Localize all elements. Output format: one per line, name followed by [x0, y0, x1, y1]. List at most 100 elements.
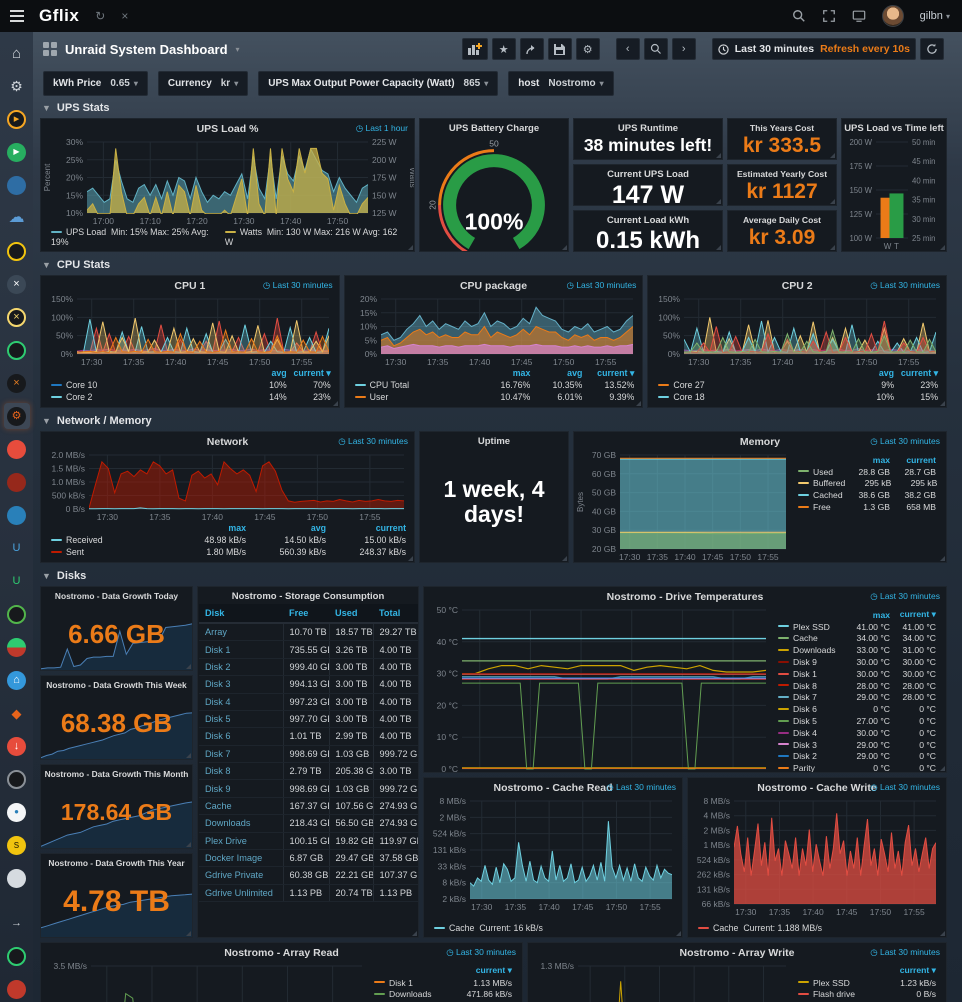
media-app-icon[interactable] — [4, 172, 30, 198]
green-u-app-icon[interactable]: U — [12, 574, 21, 587]
panel-title[interactable]: Nostromo - Storage Consumption — [231, 591, 385, 602]
panel-title[interactable]: Nostromo - Data Growth This Year — [48, 858, 185, 868]
panel-title[interactable]: Nostromo - Data Growth Today — [54, 591, 179, 601]
cpu-package-chart[interactable]: 0% 5% 10% 15% 20% 17:30 17:35 17:40 17:45 17:50 17… — [345, 294, 643, 367]
time-range-picker[interactable]: Last 30 minutes Refresh every 10s — [711, 38, 916, 60]
download-app-icon[interactable]: ↓ — [4, 733, 30, 759]
column-header[interactable]: Free — [283, 604, 329, 624]
fullscreen-icon[interactable] — [822, 9, 836, 23]
github-icon[interactable] — [4, 943, 30, 969]
panel-title[interactable]: Average Daily Cost — [742, 215, 821, 225]
close-icon[interactable]: × — [121, 9, 129, 23]
jackett-app-icon[interactable] — [4, 865, 30, 891]
drop-app-icon[interactable]: ● — [4, 799, 30, 825]
legend-item[interactable]: Core 2 14% 23% — [51, 391, 331, 403]
share-button[interactable] — [519, 38, 544, 60]
variable-kwh-price[interactable]: kWh Price 0.65 ▾ — [43, 71, 148, 96]
lazy-app-icon[interactable] — [4, 766, 30, 792]
emby-app-icon[interactable] — [4, 601, 30, 627]
shield-app-icon[interactable] — [4, 436, 30, 462]
avatar[interactable] — [881, 5, 904, 27]
array-write-chart[interactable]: 1.0 MB/s1.3 MB/s17:3017:3517:4017:4517:5… — [528, 961, 796, 1002]
save-button[interactable] — [547, 38, 572, 60]
variable-ups-max-output-power-capacity-watt-[interactable]: UPS Max Output Power Capacity (Watt) 865… — [258, 71, 499, 96]
section-cpu-stats[interactable]: ▼ CPU Stats — [42, 258, 111, 271]
variable-value[interactable]: 0.65 ▾ — [110, 78, 138, 89]
section-network-memory[interactable]: ▼ Network / Memory — [42, 414, 152, 427]
variable-host[interactable]: host Nostromo ▾ — [508, 71, 614, 96]
panel-title[interactable]: Nostromo - Array Write — [679, 947, 795, 959]
pihole-app-icon[interactable] — [4, 469, 30, 495]
legend-item[interactable]: Cache 34.00 °C 34.00 °C — [778, 633, 936, 645]
time-back-button[interactable]: ‹ — [615, 38, 640, 60]
heimdall-app-icon[interactable]: ⌂ — [4, 667, 30, 693]
legend-item[interactable]: Disk 4 30.00 °C 0 °C — [778, 727, 936, 739]
legend-item[interactable]: Free 1.3 GB 658 MB — [798, 501, 936, 513]
legend-item[interactable]: Cached 38.6 GB 38.2 GB — [798, 489, 936, 501]
eye-app-icon[interactable] — [4, 502, 30, 528]
home-icon[interactable]: ⌂ — [11, 44, 22, 62]
legend-item[interactable]: User 10.47% 6.01% 9.39% — [354, 391, 634, 403]
panel-title[interactable]: Memory — [739, 436, 781, 448]
legend-item[interactable]: Plex SSD 1.23 kB/s — [798, 977, 936, 989]
play-app-icon[interactable]: ▶ — [4, 139, 30, 165]
panel-title[interactable]: Network — [206, 436, 249, 448]
panel-title[interactable]: UPS Load % — [196, 123, 259, 135]
dashboard-picker[interactable]: Unraid System Dashboard ▾ — [43, 42, 240, 57]
section-disks[interactable]: ▼ Disks — [42, 569, 87, 582]
panel-title[interactable]: UPS Battery Charge — [448, 123, 540, 134]
cache-write-chart[interactable]: 66 kB/s 131 kB/s 262 kB/s 524 kB/s 1 MB/s 2 M… — [688, 796, 946, 922]
search-app-icon[interactable] — [4, 238, 30, 264]
krusader-app-icon[interactable]: × — [4, 370, 30, 396]
panel-title[interactable]: CPU package — [459, 280, 528, 292]
legend-item[interactable]: Disk 3 29.00 °C 0 °C — [778, 739, 936, 751]
ubiquiti-app-icon[interactable]: U — [12, 541, 21, 554]
panel-title[interactable]: Estimated Yearly Cost — [736, 169, 828, 179]
x-yellow-app-icon[interactable]: × — [4, 304, 30, 330]
variable-value[interactable]: kr ▾ — [220, 78, 239, 89]
menu-icon[interactable] — [0, 10, 33, 22]
sab-app-icon[interactable]: s — [4, 832, 30, 858]
cache-read-chart[interactable]: 2 kB/s 8 kB/s 33 kB/s 131 kB/s 524 kB/s 2 MB/… — [424, 796, 682, 922]
legend-item[interactable]: UPS Load Min: 15% Max: 25% Avg: 19% — [51, 227, 209, 247]
settings-button[interactable]: ⚙ — [575, 38, 600, 60]
panel-title[interactable]: Nostromo - Array Read — [224, 947, 339, 959]
legend-item[interactable]: Disk 7 29.00 °C 28.00 °C — [778, 692, 936, 704]
legend-item[interactable]: Disk 2 29.00 °C 0 °C — [778, 751, 936, 763]
legend-item[interactable]: Buffered 295 kB 295 kB — [798, 478, 937, 490]
panel-title[interactable]: Nostromo - Data Growth This Week — [46, 680, 187, 690]
x-white-app-icon[interactable]: × — [4, 271, 30, 297]
panel-title[interactable]: Nostromo - Data Growth This Month — [44, 769, 189, 779]
settings-icon[interactable]: ⚙ — [10, 78, 23, 94]
time-forward-button[interactable]: › — [671, 38, 696, 60]
star-button[interactable]: ★ — [491, 38, 516, 60]
drive-temps-chart[interactable]: 0 °C 10 °C 20 °C 30 °C 40 °C 50 °C 17:30 17:35 1… — [424, 605, 776, 772]
chevron-app-icon[interactable]: ▸ — [4, 106, 30, 132]
legend-item[interactable]: Downloads 33.00 °C 31.00 °C — [778, 644, 936, 656]
legend-item[interactable]: Cache Current: 16 kB/s — [434, 923, 543, 933]
variable-currency[interactable]: Currency kr ▾ — [157, 71, 249, 96]
legend-item[interactable]: Plex SSD 41.00 °C 41.00 °C — [778, 621, 936, 633]
legend-item[interactable]: CPU Total 16.76% 10.35% 13.52% — [354, 379, 634, 391]
ring-green-app-icon[interactable] — [4, 337, 30, 363]
help-icon[interactable] — [4, 976, 30, 1002]
legend-item[interactable]: Downloads 471.86 kB/s — [374, 989, 512, 1001]
legend-item[interactable]: Disk 5 27.00 °C 0 °C — [778, 715, 936, 727]
network-chart[interactable]: 0 B/s 500 kB/s 1.0 MB/s 1.5 MB/s 2.0 MB/s 17:… — [41, 450, 414, 522]
column-header[interactable]: Total — [373, 604, 418, 624]
column-header[interactable]: Used — [329, 604, 373, 624]
panel-title[interactable]: Nostromo - Drive Temperatures — [606, 591, 764, 603]
legend-item[interactable]: Core 27 9% 23% — [658, 379, 938, 391]
user-menu[interactable]: gilbn ▾ — [919, 10, 950, 22]
cpu1-chart[interactable]: 0% 50% 100% 150% 17:30 17:35 17:40 17:45 17:50 17… — [41, 294, 339, 367]
panel-title[interactable]: Current Load kWh — [606, 215, 690, 226]
section-ups-stats[interactable]: ▼ UPS Stats — [42, 101, 110, 114]
variable-value[interactable]: 865 ▾ — [463, 78, 489, 89]
legend-item[interactable]: Sent 1.80 MB/s 560.39 kB/s 248.37 kB/s — [51, 546, 406, 558]
panel-title[interactable]: Nostromo - Cache Write — [757, 782, 877, 794]
panel-title[interactable]: Nostromo - Cache Read — [493, 782, 613, 794]
search-icon[interactable] — [792, 9, 806, 23]
legend-item[interactable]: Disk 1 30.00 °C 30.00 °C — [778, 668, 936, 680]
panel-title[interactable]: This Years Cost — [749, 123, 815, 133]
